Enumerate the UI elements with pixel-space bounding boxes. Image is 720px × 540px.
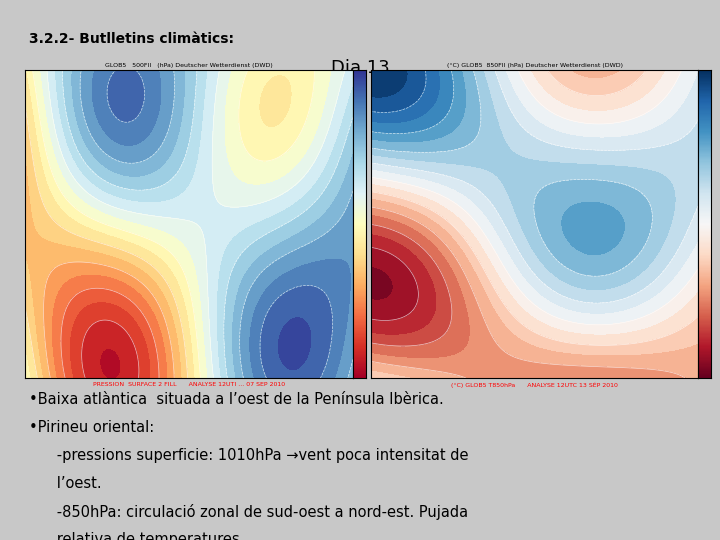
Text: GLOB5   500FII   (hPa) Deutscher Wetterdienst (DWD): GLOB5 500FII (hPa) Deutscher Wetterdiens…	[105, 63, 273, 68]
Text: (°C) GLOB5 T850hPa      ANALYSE 12UTC 13 SÉP 2010: (°C) GLOB5 T850hPa ANALYSE 12UTC 13 SÉP …	[451, 382, 618, 388]
Text: PRESSION  SURFACE 2 FILL      ANALYSE 12UTI ... 07 SEP 2010: PRESSION SURFACE 2 FILL ANALYSE 12UTI ..…	[93, 382, 285, 387]
Text: •Baixa atlàntica  situada a l’oest de la Península Ibèrica.: •Baixa atlàntica situada a l’oest de la …	[29, 392, 444, 407]
Text: -850hPa: circulació zonal de sud-oest a nord-est. Pujada: -850hPa: circulació zonal de sud-oest a …	[29, 504, 468, 520]
Text: 3.2.2- Butlletins climàtics:: 3.2.2- Butlletins climàtics:	[29, 32, 234, 46]
Text: Dia 13: Dia 13	[330, 59, 390, 77]
Text: l’oest.: l’oest.	[29, 476, 102, 491]
Text: relativa de temperatures.: relativa de temperatures.	[29, 532, 244, 540]
Text: •Pirineu oriental:: •Pirineu oriental:	[29, 420, 154, 435]
Text: (°C) GLOB5  850FII (hPa) Deutscher Wetterdienst (DWD): (°C) GLOB5 850FII (hPa) Deutscher Wetter…	[446, 63, 623, 68]
Text: -pressions superficie: 1010hPa →vent poca intensitat de: -pressions superficie: 1010hPa →vent poc…	[29, 448, 468, 463]
